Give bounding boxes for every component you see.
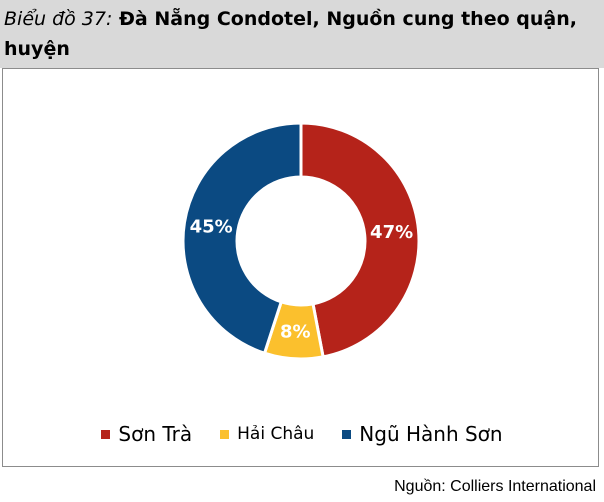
legend-label-ngu-hanh-son: Ngũ Hành Sơn [359,422,503,446]
donut-label-ngu-hanh-son: 45% [190,216,233,237]
chart-title: Biểu đồ 37: Đà Nẵng Condotel, Nguồn cung… [4,4,594,64]
chart-legend: Sơn Trà Hải Châu Ngũ Hành Sơn [0,420,604,448]
donut-labels: 47% 8% 45% [190,216,414,342]
legend-swatch-ngu-hanh-son [342,429,352,439]
source-note: Nguồn: Colliers International [394,478,596,495]
legend-label-hai-chau: Hải Châu [237,424,315,444]
legend-item-ngu-hanh-son: Ngũ Hành Sơn [342,422,503,446]
legend-label-son-tra: Sơn Trà [118,422,193,446]
donut-label-son-tra: 47% [370,222,413,243]
legend-swatch-son-tra [101,429,111,439]
legend-item-hai-chau: Hải Châu [220,424,314,444]
legend-swatch-hai-chau [220,429,230,439]
donut-slice-ngu-hanh-son [181,121,303,356]
chart-title-main: Đà Nẵng Condotel, Nguồn cung theo quận, … [4,8,577,60]
donut-slice-son-tra [299,121,421,359]
donut-slices [181,121,421,361]
chart-title-prefix: Biểu đồ 37: [4,8,113,30]
donut-label-hai-chau: 8% [280,321,311,342]
legend-item-son-tra: Sơn Trà [101,422,192,446]
chart-header: Biểu đồ 37: Đà Nẵng Condotel, Nguồn cung… [0,0,604,68]
